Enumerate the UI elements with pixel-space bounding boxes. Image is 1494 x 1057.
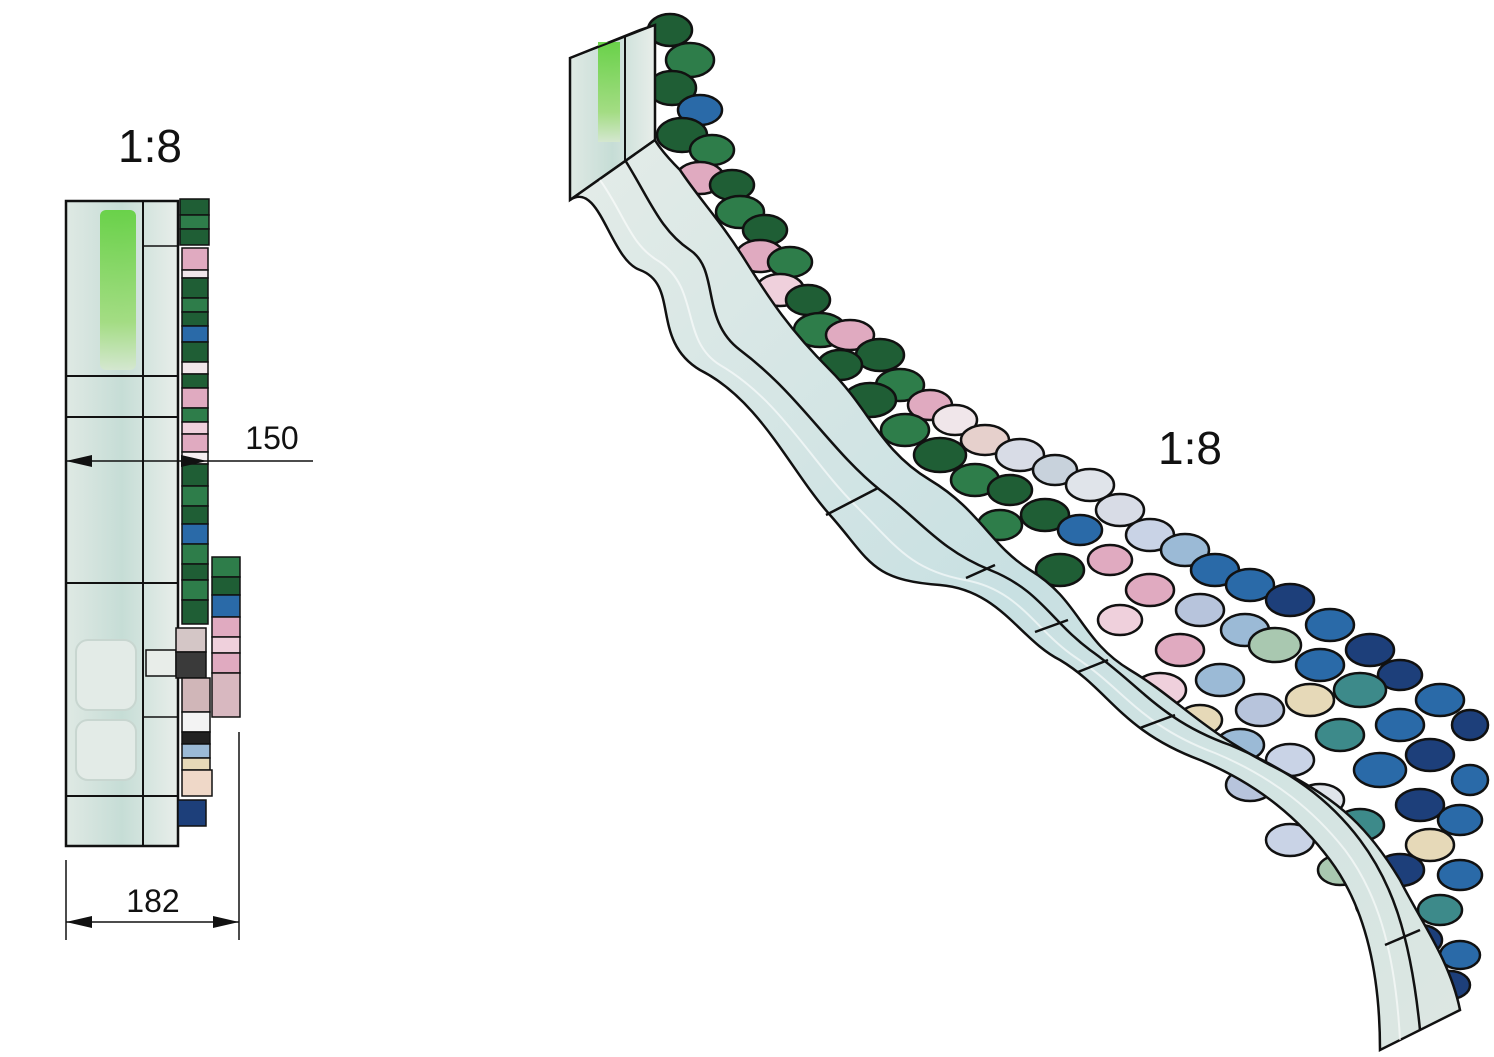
dimension-182: 182 xyxy=(65,732,240,940)
perspective-top-block xyxy=(568,23,657,203)
dimension-150: 150 xyxy=(66,420,313,467)
perspective-scale-label: 1:8 xyxy=(1158,422,1222,474)
front-tile-strip xyxy=(175,198,241,827)
front-view: 1:8 xyxy=(64,120,313,940)
dimension-150-label: 150 xyxy=(245,420,298,456)
perspective-glass-ribbon xyxy=(569,138,1462,1053)
front-glass-panel xyxy=(64,199,180,848)
front-scale-label: 1:8 xyxy=(118,120,182,172)
perspective-view: 1:8 xyxy=(568,12,1490,1053)
dimension-182-label: 182 xyxy=(126,883,179,919)
perspective-mosaic xyxy=(646,12,1490,1001)
